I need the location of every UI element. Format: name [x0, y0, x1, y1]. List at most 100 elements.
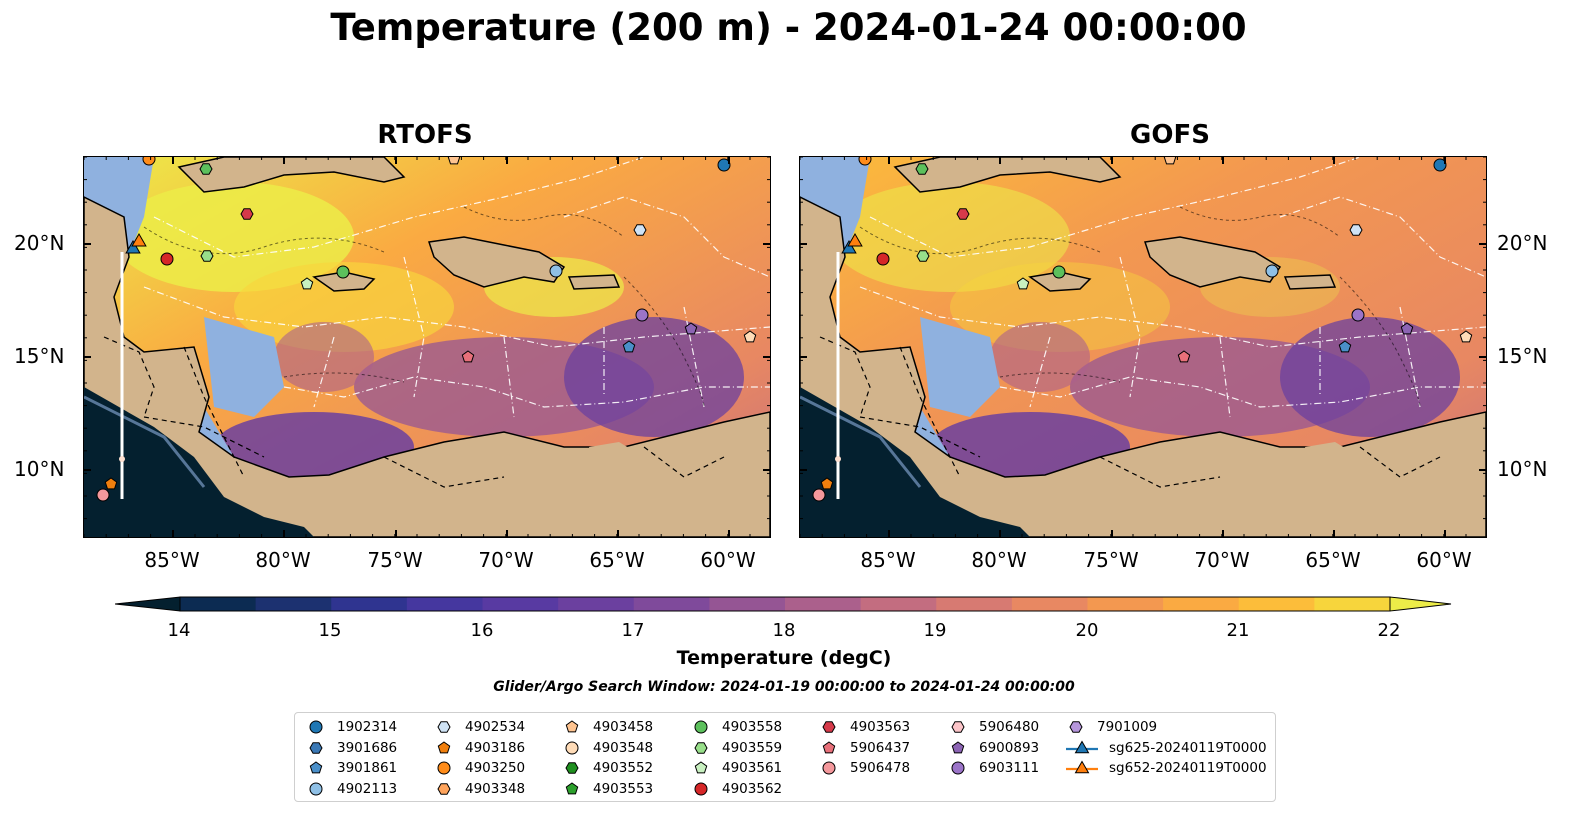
hexagon-marker-icon	[1069, 721, 1083, 733]
lat-label-10n-right: 10°N	[1497, 457, 1548, 481]
gofs-map[interactable]	[799, 156, 1487, 538]
warm-anomaly	[950, 262, 1170, 352]
argo-float-marker	[200, 250, 214, 262]
legend-item-label: 4902113	[337, 780, 398, 797]
cool-anomaly	[990, 322, 1090, 392]
axis-ticks	[800, 157, 1486, 537]
isobath-contour	[859, 226, 1101, 255]
argo-float-marker	[1349, 224, 1363, 236]
lon-label-75w-right: 75°W	[1083, 548, 1139, 572]
country-border	[1099, 456, 1221, 488]
legend-item: 4903562	[690, 779, 782, 800]
argo-float-marker	[812, 488, 826, 502]
legend-item: sg652-20240119T0000	[1065, 758, 1267, 779]
hexagon-marker-icon	[437, 721, 451, 733]
warm-anomaly	[830, 182, 1070, 292]
legend-item-label: 4903561	[722, 760, 783, 777]
argo-float-marker	[447, 157, 461, 165]
circle-marker-icon	[694, 782, 708, 796]
legend-item: 4903552	[561, 758, 653, 779]
eez-boundary	[1399, 306, 1421, 408]
eez-boundary	[683, 306, 705, 408]
triangle-marker-icon	[1066, 760, 1098, 774]
legend-item-label: 4902534	[465, 719, 526, 736]
hexagon-marker-icon	[565, 762, 579, 774]
isobath-contour	[623, 276, 705, 408]
hexagon-marker-icon	[309, 742, 323, 754]
argo-float-marker	[1351, 308, 1365, 322]
argo-float-marker	[915, 163, 929, 175]
legend-item: 3901686	[305, 738, 397, 759]
colorbar-tick-22: 22	[1377, 620, 1401, 641]
colorbar-tick-19: 19	[923, 620, 947, 641]
colorbar-tick-16: 16	[470, 620, 494, 641]
hispaniola-land	[1144, 236, 1282, 288]
hexagon-marker-icon	[694, 742, 708, 754]
lon-label-80w-right: 80°W	[971, 548, 1027, 572]
legend-item: 4902113	[305, 779, 397, 800]
figure-title: Temperature (200 m) - 2024-01-24 00:00:0…	[330, 6, 1247, 49]
legend-item-label: 3901686	[337, 739, 398, 756]
panel-title-rtofs: RTOFS	[377, 120, 473, 150]
circle-marker-icon	[437, 761, 451, 775]
argo-float-marker	[1016, 277, 1030, 290]
colorbar	[115, 596, 1452, 612]
argo-float-marker	[1265, 264, 1279, 278]
country-border	[143, 416, 265, 458]
hispaniola-land	[428, 236, 566, 288]
legend-item-label: 4903558	[722, 719, 783, 736]
argo-float-marker	[684, 322, 698, 335]
isobath-contour	[463, 206, 625, 238]
argo-float-marker	[300, 277, 314, 290]
colorbar-segment	[785, 597, 862, 611]
lon-label-75w-left: 75°W	[367, 548, 423, 572]
legend-item-label: 4903250	[465, 760, 526, 777]
argo-float-marker	[1400, 322, 1414, 335]
cuba-land	[893, 157, 1122, 193]
puerto-rico-land	[1283, 274, 1337, 290]
lon-label-70w-left: 70°W	[478, 548, 534, 572]
colorbar-segment	[558, 597, 635, 611]
argo-float-marker	[956, 208, 970, 220]
legend-item-label: 4903186	[465, 739, 526, 756]
argo-float-marker	[916, 250, 930, 262]
argo-float-marker	[1338, 340, 1352, 353]
legend-item-label: 5906478	[850, 760, 911, 777]
country-border	[899, 346, 961, 478]
pentagon-marker-icon	[309, 761, 323, 774]
glider-track-point	[835, 456, 841, 462]
lon-label-60w-left: 60°W	[700, 548, 756, 572]
legend-item: 3901861	[305, 758, 397, 779]
colorbar-segment	[180, 597, 257, 611]
argo-float-marker	[635, 308, 649, 322]
legend: 1902314 3901686 3901861 4902113 4902534 49031…	[294, 712, 1276, 802]
legend-item-label: 4903548	[593, 739, 654, 756]
map-layers	[84, 157, 770, 537]
eez-boundary	[1029, 336, 1051, 408]
legend-item: 4903186	[433, 738, 525, 759]
lat-label-15n-left: 15°N	[14, 344, 65, 368]
argo-float-marker	[240, 208, 254, 220]
circle-marker-icon	[309, 720, 323, 734]
argo-float-marker	[199, 163, 213, 175]
argo-float-marker	[876, 252, 890, 266]
rtofs-map[interactable]	[83, 156, 771, 538]
circle-marker-icon	[565, 741, 579, 755]
pentagon-marker-icon	[565, 720, 579, 733]
legend-item-label: 4903562	[722, 780, 783, 797]
pentagon-marker-icon	[437, 741, 451, 754]
argo-float-marker	[1433, 158, 1447, 172]
argo-float-marker	[336, 265, 350, 279]
isobath-contour	[999, 372, 1121, 383]
legend-item-label: 4903553	[593, 780, 654, 797]
isobath-contour	[1339, 276, 1421, 408]
pentagon-marker-icon	[822, 741, 836, 754]
lat-label-20n-right: 20°N	[1497, 231, 1548, 255]
legend-item-label: 7901009	[1097, 719, 1158, 736]
glider-sg652-marker	[847, 232, 863, 247]
pentagon-marker-icon	[951, 741, 965, 754]
argo-float-marker	[96, 488, 110, 502]
legend-item-label: 3901861	[337, 760, 398, 777]
legend-item-label: 5906480	[979, 719, 1040, 736]
axis-ticks	[84, 157, 770, 537]
